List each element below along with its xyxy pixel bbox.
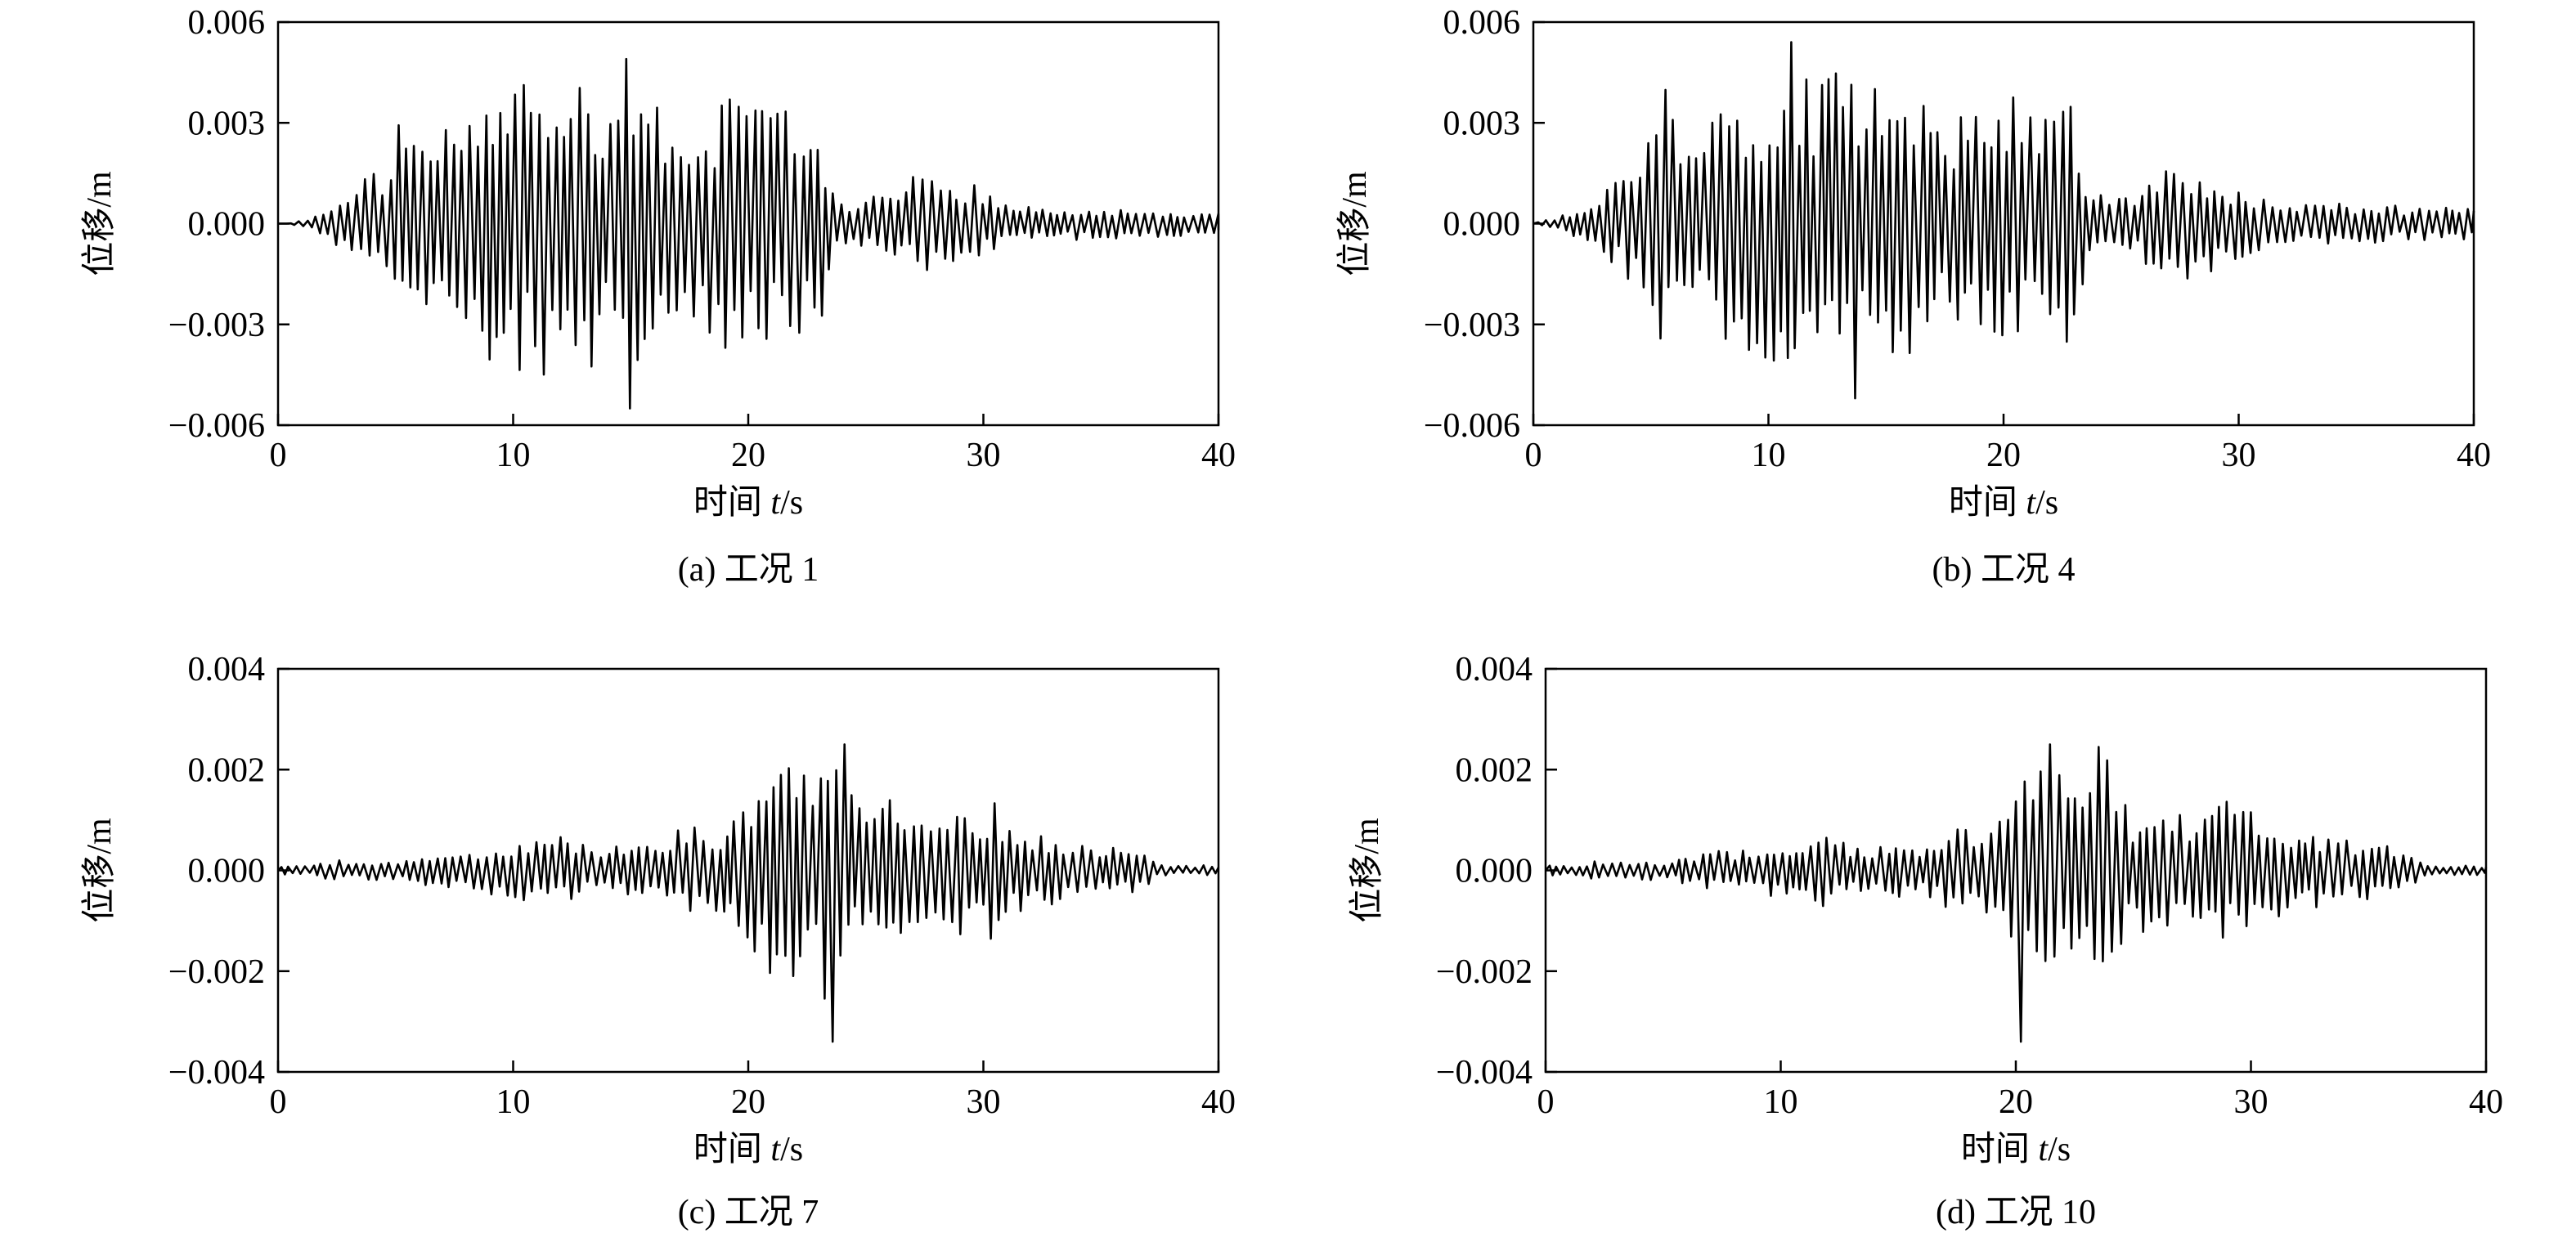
x-axis-label-prefix: 时间 (693, 1131, 771, 1168)
x-tick-label: 40 (2469, 1083, 2503, 1121)
x-axis-label: 时间 t/s (693, 484, 803, 522)
signal-line (277, 743, 1220, 1043)
y-ticks: −0.004 −0.002 0.000 0.002 0.004 (168, 651, 289, 1092)
x-axis-label-var: t (2026, 484, 2036, 522)
x-axis-label-prefix: 时间 (693, 484, 771, 522)
x-tick-label: 20 (1999, 1083, 2033, 1121)
x-axis-label: 时间 t/s (693, 1131, 803, 1168)
x-ticks: 0 10 20 30 40 (1525, 414, 2491, 474)
y-tick-label: 0.000 (188, 206, 266, 244)
subcaption: (b) 工况 4 (1932, 551, 2076, 589)
x-ticks: 0 10 20 30 40 (270, 1060, 1236, 1121)
subcaption: (d) 工况 10 (1936, 1194, 2096, 1231)
x-ticks: 0 10 20 30 40 (1537, 1060, 2503, 1121)
x-tick-label: 0 (270, 1083, 287, 1121)
y-tick-label: −0.002 (168, 953, 265, 991)
y-ticks: −0.006 −0.003 0.000 0.003 0.006 (1424, 4, 1545, 445)
x-axis-label-suffix: /s (780, 1131, 803, 1168)
y-axis-label: 位移/m (1335, 171, 1374, 276)
x-axis-label-var: t (770, 1131, 781, 1168)
y-tick-label: 0.000 (1443, 206, 1521, 244)
y-tick-label: 0.006 (188, 4, 266, 42)
y-tick-label: 0.004 (1456, 651, 1533, 688)
x-axis-label-var: t (770, 484, 781, 522)
x-tick-label: 40 (1201, 1083, 1236, 1121)
signal-line (1533, 41, 2475, 400)
y-tick-label: 0.000 (188, 853, 266, 890)
x-tick-label: 10 (1752, 437, 1786, 474)
y-axis-label: 位移/m (1348, 818, 1386, 923)
x-tick-label: 10 (496, 437, 531, 474)
y-tick-label: 0.003 (1443, 105, 1521, 142)
x-tick-label: 30 (2222, 437, 2256, 474)
subcaption: (a) 工况 1 (678, 551, 819, 589)
x-axis-label-var: t (2038, 1131, 2049, 1168)
x-axis-label-suffix: /s (2048, 1131, 2071, 1168)
y-axis-label: 位移/m (80, 171, 119, 276)
x-tick-label: 30 (2234, 1083, 2269, 1121)
x-axis-label-suffix: /s (780, 484, 803, 522)
x-tick-label: 30 (967, 1083, 1001, 1121)
x-tick-label: 0 (1537, 1083, 1555, 1121)
panel-b: 0 10 20 30 40 −0.006 −0.003 0.000 0.003 0.006 位移… (1335, 4, 2491, 589)
y-tick-label: −0.002 (1436, 953, 1533, 991)
y-tick-label: −0.003 (1424, 307, 1520, 344)
y-tick-label: −0.006 (1424, 407, 1520, 445)
y-axis-label: 位移/m (80, 818, 119, 923)
y-tick-label: 0.002 (188, 751, 266, 789)
y-ticks: −0.004 −0.002 0.000 0.002 0.004 (1436, 651, 1557, 1092)
x-axis-label-suffix: /s (2035, 484, 2058, 522)
x-axis-label: 时间 t/s (1949, 484, 2058, 522)
y-tick-label: 0.003 (188, 105, 266, 142)
x-tick-label: 0 (1525, 437, 1542, 474)
y-tick-label: −0.004 (1436, 1054, 1533, 1092)
y-tick-label: 0.006 (1443, 4, 1521, 42)
y-tick-label: 0.000 (1456, 853, 1533, 890)
x-tick-label: 30 (967, 437, 1001, 474)
x-tick-label: 20 (731, 437, 765, 474)
y-tick-label: −0.003 (168, 307, 265, 344)
y-tick-label: −0.006 (168, 407, 265, 445)
panel-c: 0 10 20 30 40 −0.004 −0.002 0.000 0.002 0.004 位移… (80, 651, 1236, 1231)
x-tick-label: 0 (270, 437, 287, 474)
x-axis-label-prefix: 时间 (1949, 484, 2026, 522)
x-axis-label-prefix: 时间 (1961, 1131, 2039, 1168)
y-tick-label: −0.004 (168, 1054, 265, 1092)
y-ticks: −0.006 −0.003 0.000 0.003 0.006 (168, 4, 289, 445)
x-tick-label: 40 (2457, 437, 2491, 474)
x-tick-label: 10 (496, 1083, 531, 1121)
panel-a: 0 10 20 30 40 −0.006 −0.003 0.000 0.003 0.006 位移… (80, 4, 1236, 589)
y-tick-label: 0.002 (1456, 751, 1533, 789)
x-tick-label: 20 (731, 1083, 765, 1121)
x-axis-label: 时间 t/s (1961, 1131, 2071, 1168)
signal-line (1545, 743, 2488, 1043)
x-tick-label: 20 (1986, 437, 2021, 474)
y-tick-label: 0.004 (188, 651, 266, 688)
x-tick-label: 40 (1201, 437, 1236, 474)
subcaption: (c) 工况 7 (678, 1194, 819, 1231)
signal-line (278, 57, 1220, 410)
x-ticks: 0 10 20 30 40 (270, 414, 1236, 474)
x-tick-label: 10 (1764, 1083, 1798, 1121)
panel-d: 0 10 20 30 40 −0.004 −0.002 0.000 0.002 0.004 位移… (1348, 651, 2503, 1231)
